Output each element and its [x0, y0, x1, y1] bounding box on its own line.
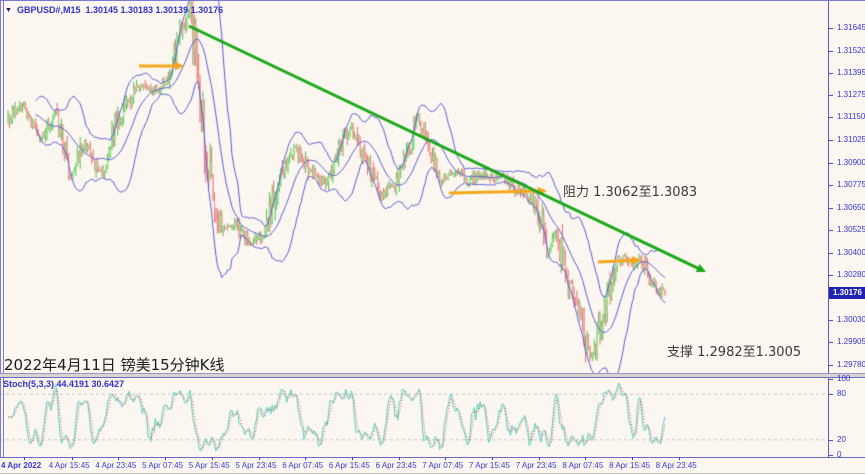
time-axis-label: 6 Apr 15:45: [328, 461, 370, 470]
time-tick-mark: [492, 457, 493, 460]
price-tick-label: 1.31645: [837, 23, 865, 32]
time-axis-label: 8 Apr 15:45: [609, 461, 651, 470]
left-border-outer: [0, 1, 1, 457]
chart-header: ▼ GBPUSD#,M15 1.30145 1.30183 1.30139 1.…: [5, 5, 223, 15]
price-tick-mark: [829, 73, 833, 75]
price-tick-mark: [829, 28, 833, 29]
price-tick-label: 1.31275: [837, 89, 865, 99]
price-tick-label: 1.30030: [837, 314, 865, 324]
time-axis-label: 4 Apr 2022: [1, 461, 42, 470]
time-axis-label: 6 Apr 23:45: [375, 461, 417, 470]
stoch-tick-label: 100: [837, 374, 851, 383]
price-tick-label: 1.31395: [837, 68, 865, 78]
left-border-inner: [3, 1, 4, 457]
price-axis-separator: [828, 1, 829, 458]
time-tick-mark: [398, 457, 400, 460]
stochastic-canvas[interactable]: [0, 378, 828, 457]
time-axis-label: 4 Apr 15:45: [48, 461, 90, 470]
time-axis-label: 7 Apr 23:45: [515, 461, 557, 470]
time-tick-mark: [585, 457, 587, 460]
time-tick-mark: [305, 457, 307, 460]
price-tick-mark: [829, 94, 833, 96]
time-axis-label: 5 Apr 07:45: [142, 461, 184, 470]
price-tick-mark: [829, 252, 833, 254]
price-tick-label: 1.29905: [837, 337, 865, 347]
current-price-tag: 1.30176: [829, 287, 865, 300]
price-tick-mark: [829, 364, 833, 366]
resistance-annotation: 阻力 1.3062至1.3083: [563, 185, 698, 200]
stoch-tick-label: 20: [837, 434, 846, 444]
stochastic-indicator-label: Stoch(5,3,3) 44.4191 30.6427: [3, 379, 125, 389]
time-axis-label: 7 Apr 07:45: [422, 461, 464, 470]
time-axis-label: 4 Apr 23:45: [95, 461, 137, 470]
price-tick-label: 1.30900: [837, 157, 865, 167]
date-note-annotation: 2022年4月11日 镑美15分钟K线: [4, 356, 225, 374]
price-tick-label: 1.31520: [837, 45, 865, 55]
support-annotation: 支撑 1.2982至1.3005: [667, 345, 802, 360]
time-axis-label: 6 Apr 07:45: [282, 461, 324, 470]
time-tick-mark: [165, 457, 167, 460]
time-tick-mark: [118, 457, 120, 460]
price-tick-mark: [829, 274, 833, 276]
chart-symbol-title: GBPUSD#,M15: [16, 5, 81, 15]
time-tick-mark: [24, 457, 25, 460]
time-axis-label: 8 Apr 07:45: [562, 461, 604, 470]
time-tick-mark: [445, 457, 447, 460]
candlestick-chart-canvas[interactable]: [0, 1, 828, 373]
stoch-tick-label: 0: [837, 450, 842, 459]
price-tick-mark: [829, 319, 833, 321]
stoch-tick-mark: [829, 439, 833, 441]
time-axis-separator: [0, 457, 865, 458]
time-tick-mark: [351, 457, 353, 460]
panel-splitter[interactable]: [0, 373, 865, 378]
time-tick-mark: [538, 457, 540, 460]
time-tick-mark: [71, 457, 73, 460]
price-tick-mark: [829, 162, 833, 164]
price-tick-label: 1.31025: [837, 135, 865, 145]
price-tick-mark: [829, 140, 833, 142]
price-tick-label: 1.30400: [837, 247, 865, 257]
price-tick-label: 1.30280: [837, 269, 865, 279]
time-tick-mark: [258, 457, 260, 460]
price-tick-mark: [829, 185, 833, 187]
stoch-tick-mark: [829, 394, 833, 396]
price-tick-label: 1.31150: [837, 112, 865, 122]
price-tick-label: 1.29780: [837, 359, 865, 369]
stoch-tick-mark: [829, 379, 833, 380]
price-axis[interactable]: 1.31645 1.31520 1.31395 1.31275 1.31150 1.310…: [829, 1, 865, 459]
chart-quote-line: 1.30145 1.30183 1.30139 1.30176: [85, 5, 224, 15]
price-tick-mark: [829, 342, 833, 344]
price-tick-label: 1.30775: [837, 180, 865, 190]
stoch-tick-label: 80: [837, 389, 846, 399]
time-axis[interactable]: 4 Apr 2022 4 Apr 15:45 4 Apr 23:45 5 Apr 07…: [0, 457, 865, 473]
price-tick-label: 1.30650: [837, 202, 865, 212]
time-tick-mark: [632, 457, 634, 460]
price-tick-mark: [829, 117, 833, 119]
chart-dropdown-icon[interactable]: ▼: [5, 6, 12, 14]
stoch-tick-mark: [829, 455, 833, 456]
time-axis-label: 7 Apr 15:45: [469, 461, 510, 470]
price-tick-mark: [829, 230, 833, 232]
time-axis-label: 8 Apr 23:45: [655, 461, 697, 470]
price-tick-label: 1.30525: [837, 225, 865, 235]
time-tick-mark: [678, 457, 680, 460]
time-axis-label: 5 Apr 23:45: [235, 461, 277, 470]
price-tick-mark: [829, 207, 833, 209]
time-tick-mark: [211, 457, 213, 460]
price-tick-mark: [829, 50, 833, 52]
time-axis-label: 5 Apr 15:45: [188, 461, 230, 470]
